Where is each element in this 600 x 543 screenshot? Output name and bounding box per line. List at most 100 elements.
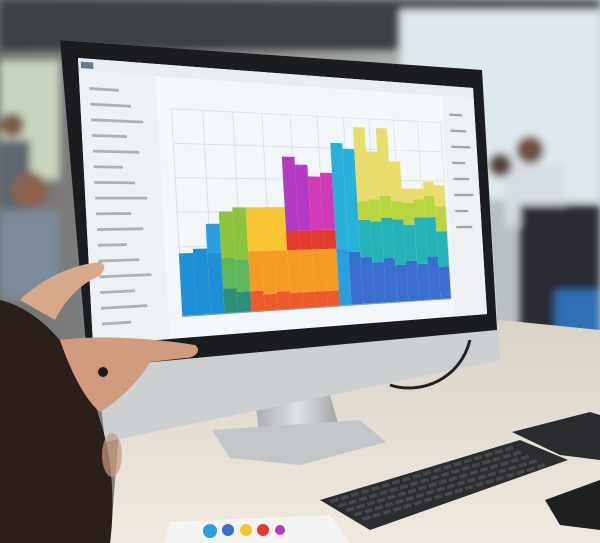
keyboard-key[interactable] [340, 494, 349, 501]
keyboard-key[interactable] [389, 486, 399, 493]
keyboard-key[interactable] [399, 483, 409, 490]
chart-bar-segment [422, 181, 435, 196]
keyboard-key[interactable] [403, 503, 412, 509]
keyboard-key[interactable] [379, 489, 388, 496]
keyboard-key[interactable] [453, 461, 462, 467]
keyboard-key[interactable] [489, 463, 499, 470]
keyboard-key[interactable] [461, 465, 470, 472]
keyboard-key[interactable] [471, 462, 481, 469]
keyboard-key[interactable] [436, 486, 445, 493]
sidebar-item [91, 118, 144, 124]
keyboard-key[interactable] [512, 450, 522, 456]
keyboard-key[interactable] [484, 451, 493, 458]
keyboard-key[interactable] [345, 506, 355, 513]
keyboard-key[interactable] [387, 494, 396, 500]
panel-item [450, 129, 467, 133]
keyboard-key[interactable] [454, 487, 464, 494]
keyboard-key[interactable] [360, 488, 370, 495]
keyboard-key[interactable] [492, 456, 501, 462]
app-toolbar [78, 58, 474, 99]
keyboard-key[interactable] [518, 462, 528, 468]
keyboard-key[interactable] [479, 466, 489, 473]
keyboard-key[interactable] [397, 491, 407, 497]
keyboard-key[interactable] [438, 479, 448, 485]
right-panel [441, 95, 487, 317]
keyboard-key[interactable] [407, 488, 417, 494]
keyboard-key[interactable] [469, 469, 478, 476]
keyboard-key[interactable] [372, 512, 381, 518]
keyboard-key[interactable] [368, 493, 378, 499]
keyboard-key[interactable] [417, 485, 427, 491]
sidebar-item [94, 181, 136, 185]
keyboard-key[interactable] [395, 498, 404, 505]
keyboard-key[interactable] [329, 497, 339, 504]
keyboard-key[interactable] [500, 460, 509, 467]
keyboard-key[interactable] [412, 473, 421, 479]
keyboard-key[interactable] [401, 476, 411, 482]
keyboard-key[interactable] [473, 455, 483, 461]
keyboard-key[interactable] [366, 500, 376, 507]
keyboard-key[interactable] [526, 466, 536, 473]
keyboard-key[interactable] [456, 480, 466, 487]
keyboard-key[interactable] [348, 499, 357, 505]
keyboard-key[interactable] [520, 454, 530, 461]
keyboard-key[interactable] [536, 463, 546, 470]
keyboard-key[interactable] [475, 481, 484, 488]
keyboard-key[interactable] [374, 504, 384, 511]
keyboard-key[interactable] [350, 491, 360, 498]
keyboard-key[interactable] [443, 464, 452, 470]
keyboard-key[interactable] [502, 453, 512, 459]
keyboard-key[interactable] [467, 477, 476, 483]
keyboard-key[interactable] [337, 502, 347, 508]
keyboard-key[interactable] [446, 483, 456, 490]
keyboard-key[interactable] [516, 469, 525, 476]
keyboard-key[interactable] [381, 482, 391, 489]
hand-touching-screen [60, 337, 199, 412]
keyboard-key[interactable] [428, 482, 437, 488]
keyboard-key[interactable] [391, 479, 401, 486]
keyboard-key[interactable] [497, 468, 507, 474]
keyboard-key[interactable] [463, 458, 473, 464]
keyboard-key[interactable] [361, 515, 371, 521]
keyboard-key[interactable] [508, 465, 517, 471]
panel-item [449, 113, 463, 117]
keyboard-key[interactable] [405, 495, 415, 502]
keyboard-key[interactable] [384, 501, 394, 508]
keyboard-key[interactable] [459, 472, 468, 479]
keyboard-key[interactable] [353, 510, 363, 517]
keyboard-key[interactable] [425, 489, 435, 496]
keyboard-key[interactable] [423, 497, 433, 503]
keyboard-key[interactable] [495, 475, 505, 482]
keyboard-key[interactable] [504, 445, 514, 452]
keyboard-key[interactable] [376, 497, 386, 503]
keyboard-key[interactable] [485, 478, 494, 485]
keyboard-key[interactable] [420, 477, 429, 484]
keyboard-key[interactable] [494, 448, 504, 455]
keyboard-key[interactable] [444, 490, 453, 497]
keyboard-key[interactable] [415, 492, 425, 499]
keyboard-key[interactable] [392, 506, 402, 512]
keyboard-key[interactable] [440, 471, 450, 478]
keyboard-key[interactable] [358, 496, 368, 502]
keyboard-key[interactable] [430, 474, 440, 481]
keyboard-key[interactable] [528, 459, 538, 465]
keyboard-key[interactable] [510, 457, 520, 464]
keyboard-key[interactable] [487, 471, 497, 477]
keyboard-key[interactable] [477, 474, 486, 480]
keyboard-key[interactable] [448, 476, 458, 482]
keyboard-key[interactable] [382, 509, 392, 515]
keyboard-key[interactable] [505, 472, 515, 479]
keyboard-key[interactable] [422, 470, 432, 476]
keyboard-key[interactable] [409, 480, 419, 487]
keyboard-key[interactable] [432, 467, 442, 473]
keyboard-key[interactable] [433, 494, 443, 500]
keyboard-key[interactable] [413, 500, 423, 506]
keyboard-key[interactable] [371, 485, 380, 492]
keyboard-key[interactable] [464, 484, 474, 491]
keyboard-key[interactable] [451, 468, 460, 475]
chart-bar-segment [299, 249, 315, 293]
left-sidebar [78, 70, 170, 346]
keyboard-key[interactable] [364, 507, 373, 514]
keyboard-key[interactable] [481, 459, 491, 465]
keyboard-key[interactable] [356, 503, 365, 510]
